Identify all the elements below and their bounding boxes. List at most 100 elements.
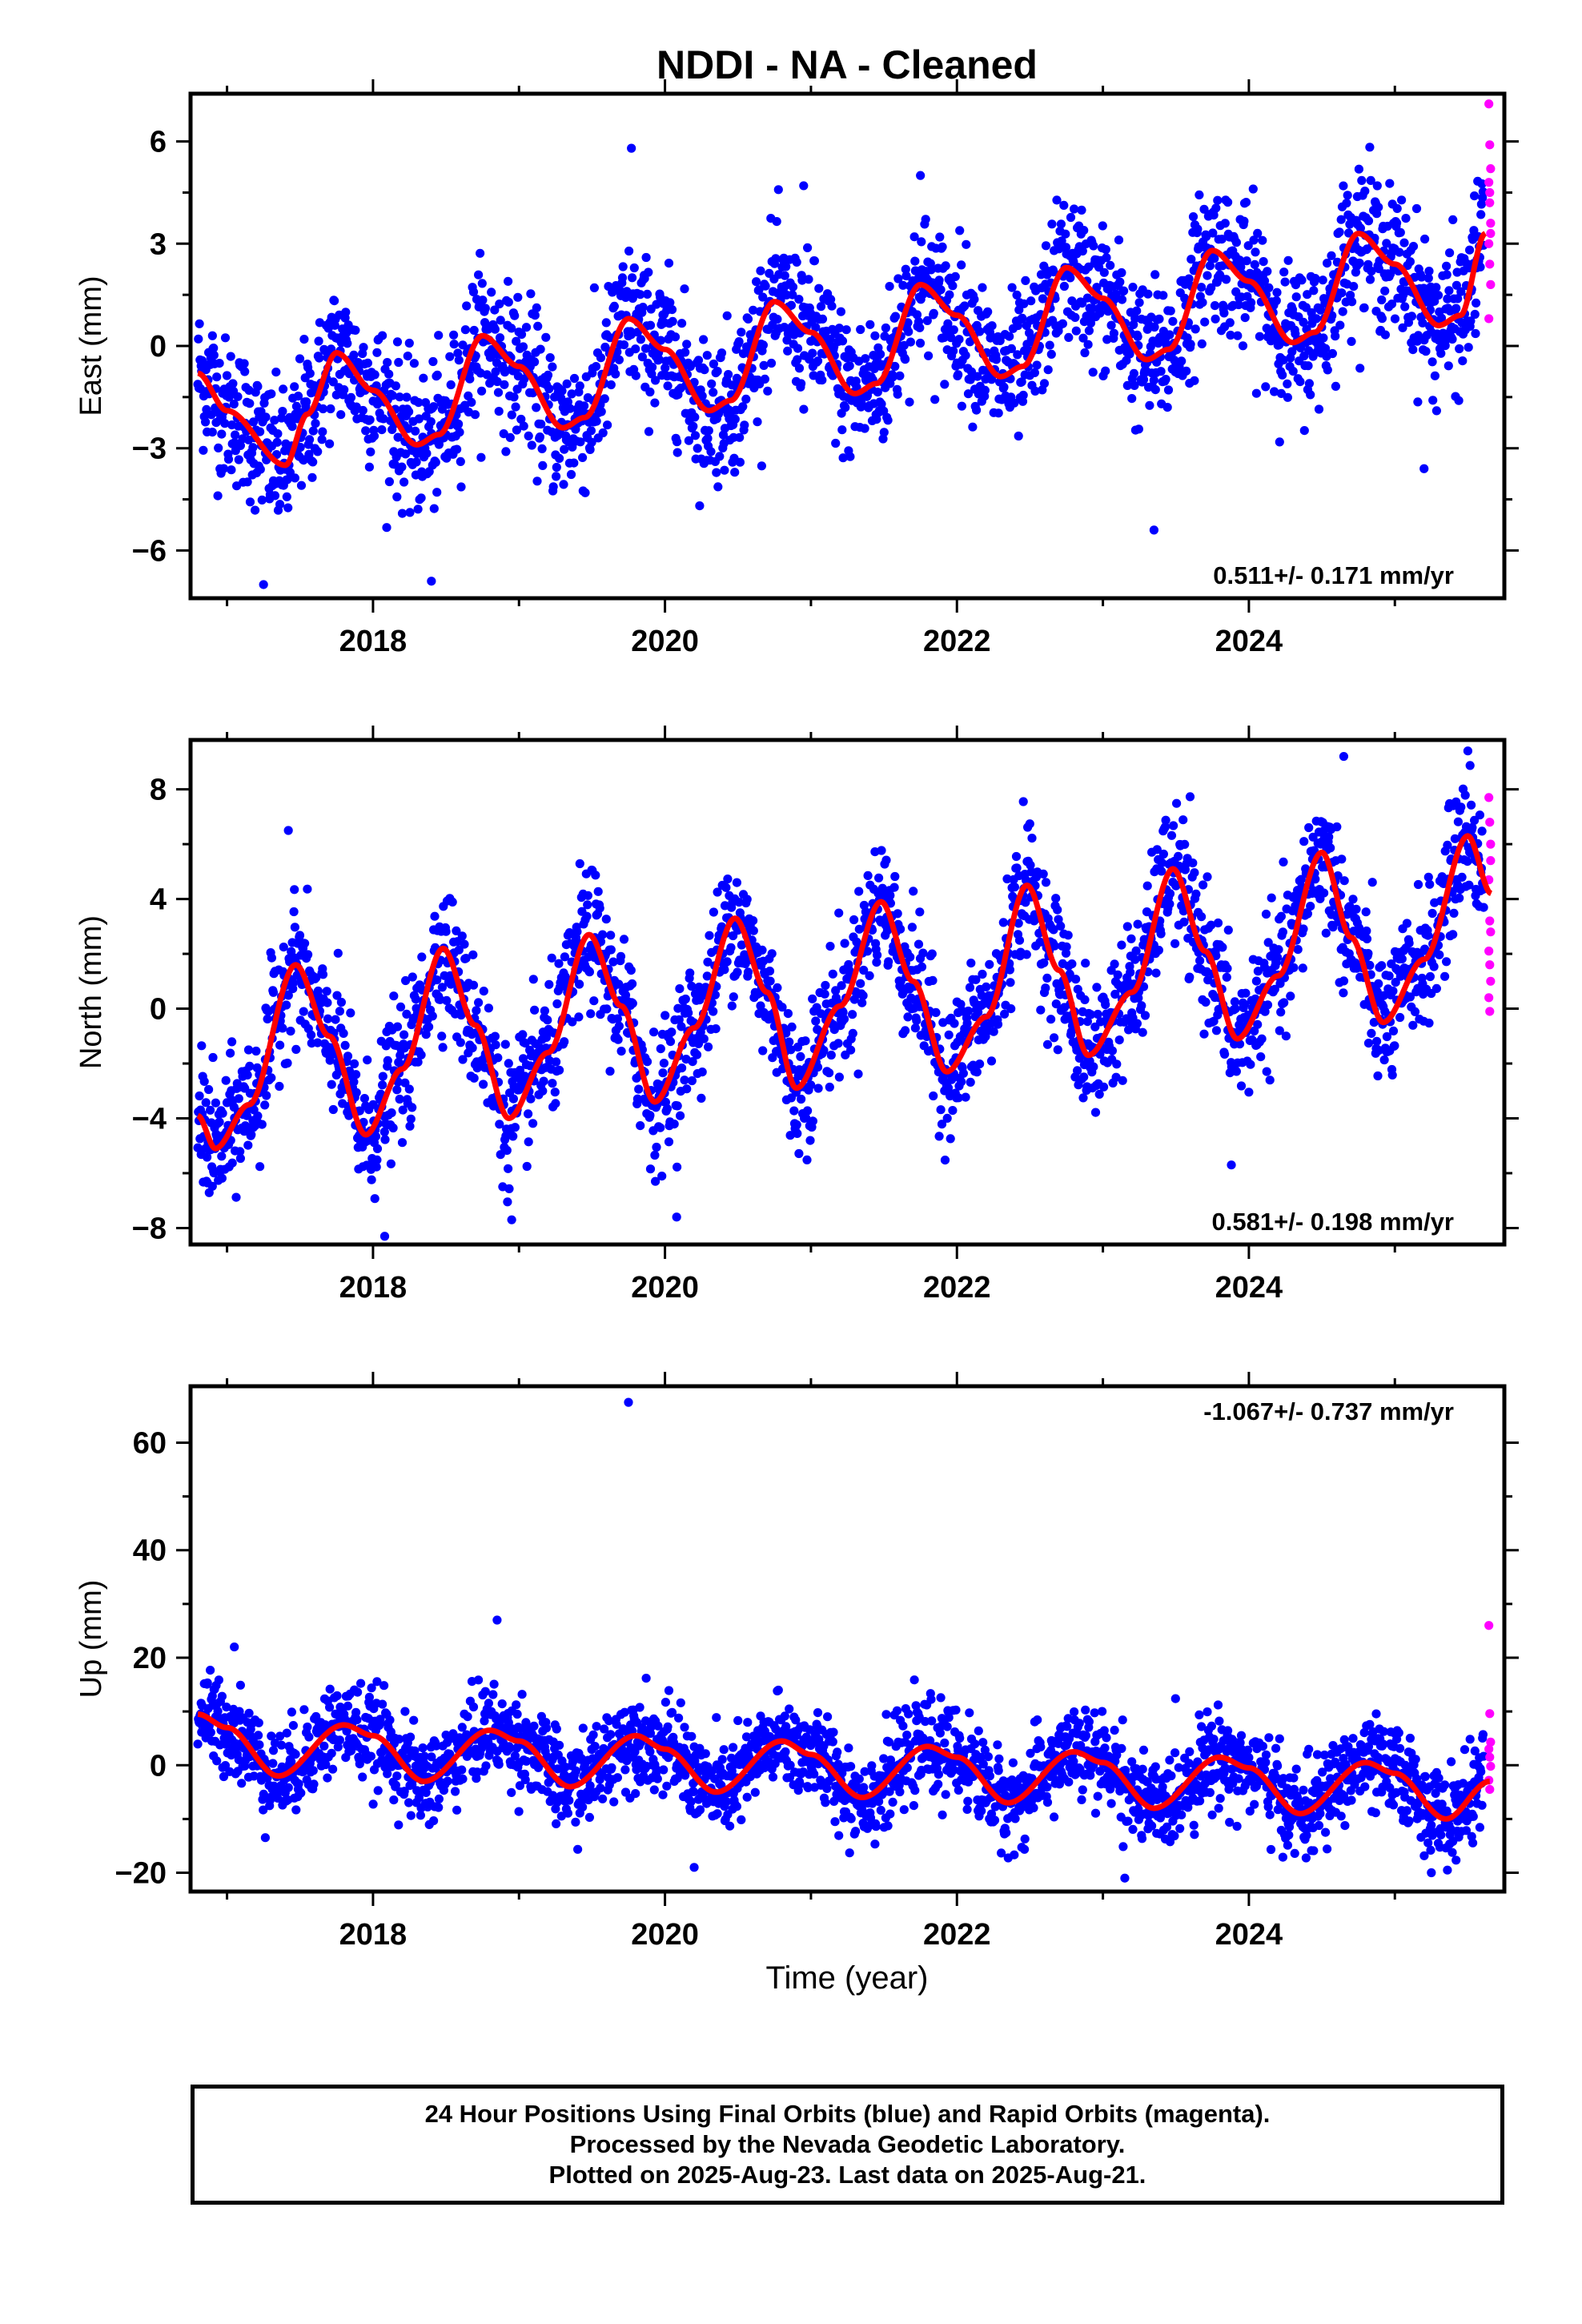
data-point <box>1025 819 1034 829</box>
data-point <box>826 295 836 304</box>
data-point <box>687 981 697 991</box>
data-point <box>1241 198 1251 207</box>
data-point <box>651 376 661 385</box>
data-point <box>1086 1010 1096 1019</box>
data-point <box>1154 314 1164 324</box>
data-point <box>1149 376 1158 385</box>
data-point <box>454 356 464 365</box>
data-point <box>825 1082 834 1092</box>
data-point <box>905 397 914 407</box>
rapid-point <box>1485 960 1495 970</box>
data-point <box>677 319 687 328</box>
data-point <box>777 1003 787 1012</box>
data-point <box>1026 860 1035 870</box>
data-point <box>1168 316 1178 326</box>
data-point <box>1185 792 1195 802</box>
data-point <box>203 1678 212 1688</box>
data-point <box>1323 365 1332 375</box>
data-point <box>1457 872 1467 882</box>
data-point <box>1191 889 1201 899</box>
data-point <box>1344 228 1354 238</box>
data-point <box>302 397 311 407</box>
data-point <box>491 367 500 376</box>
data-point <box>1367 267 1376 276</box>
data-point <box>416 493 426 503</box>
data-point <box>512 336 521 346</box>
data-point <box>1382 1031 1391 1042</box>
data-point <box>1355 223 1365 233</box>
data-point <box>592 416 601 426</box>
data-point <box>318 970 328 979</box>
data-point <box>370 370 379 380</box>
data-point <box>723 875 733 884</box>
data-point <box>1372 1036 1382 1046</box>
data-point <box>1471 328 1480 339</box>
y-tick-label: 0 <box>150 993 167 1027</box>
data-point <box>968 422 978 432</box>
data-point <box>870 331 880 340</box>
data-point <box>1099 1082 1109 1092</box>
data-point <box>1213 195 1223 205</box>
data-point <box>504 1164 513 1173</box>
data-point <box>833 1039 843 1048</box>
x-tick-label: 2024 <box>1215 625 1283 658</box>
data-point <box>432 370 442 380</box>
data-point <box>1143 289 1153 299</box>
data-point <box>1253 228 1263 238</box>
data-point <box>1248 184 1258 194</box>
data-point <box>454 419 464 429</box>
data-point <box>673 437 682 447</box>
data-point <box>227 465 236 475</box>
data-point <box>1080 348 1090 358</box>
data-point <box>422 448 432 458</box>
data-point <box>1453 294 1463 304</box>
data-point <box>575 381 584 391</box>
data-point <box>780 271 789 280</box>
data-point <box>428 356 438 367</box>
data-point <box>331 390 341 400</box>
data-point <box>455 428 464 437</box>
data-point <box>408 1103 417 1112</box>
data-point <box>248 443 258 452</box>
data-point <box>645 1164 656 1174</box>
data-point <box>1431 983 1441 993</box>
data-point <box>1101 366 1110 376</box>
data-point <box>1053 1045 1062 1055</box>
data-point <box>661 1011 670 1020</box>
data-point <box>566 469 576 480</box>
data-point <box>431 457 440 467</box>
data-point <box>758 292 768 302</box>
data-point <box>893 389 902 399</box>
data-point <box>808 1116 818 1126</box>
data-point <box>474 998 484 1007</box>
data-point <box>1209 211 1219 220</box>
data-point <box>915 338 926 348</box>
data-point <box>335 1007 344 1016</box>
data-point <box>794 364 805 373</box>
data-point <box>518 1030 528 1039</box>
data-point <box>910 1023 920 1033</box>
data-point <box>1039 379 1050 388</box>
data-point <box>1392 218 1402 228</box>
data-point <box>1367 878 1377 887</box>
data-point <box>1270 387 1279 396</box>
data-point <box>1007 283 1017 292</box>
data-point <box>801 1036 810 1046</box>
data-point <box>522 1161 532 1172</box>
final-orbit-points <box>193 1397 1488 1883</box>
data-point <box>1235 255 1245 265</box>
data-point <box>1161 375 1170 384</box>
data-point <box>568 1017 577 1027</box>
data-point <box>536 344 545 354</box>
data-point <box>1417 272 1427 282</box>
data-point <box>652 1142 661 1152</box>
data-point <box>706 447 716 456</box>
data-point <box>749 305 758 315</box>
data-point <box>1073 1066 1082 1076</box>
data-point <box>313 447 323 456</box>
data-point <box>578 452 588 463</box>
data-point <box>1066 273 1075 283</box>
data-point <box>430 911 440 921</box>
data-point <box>699 1034 709 1043</box>
data-point <box>1261 909 1271 919</box>
